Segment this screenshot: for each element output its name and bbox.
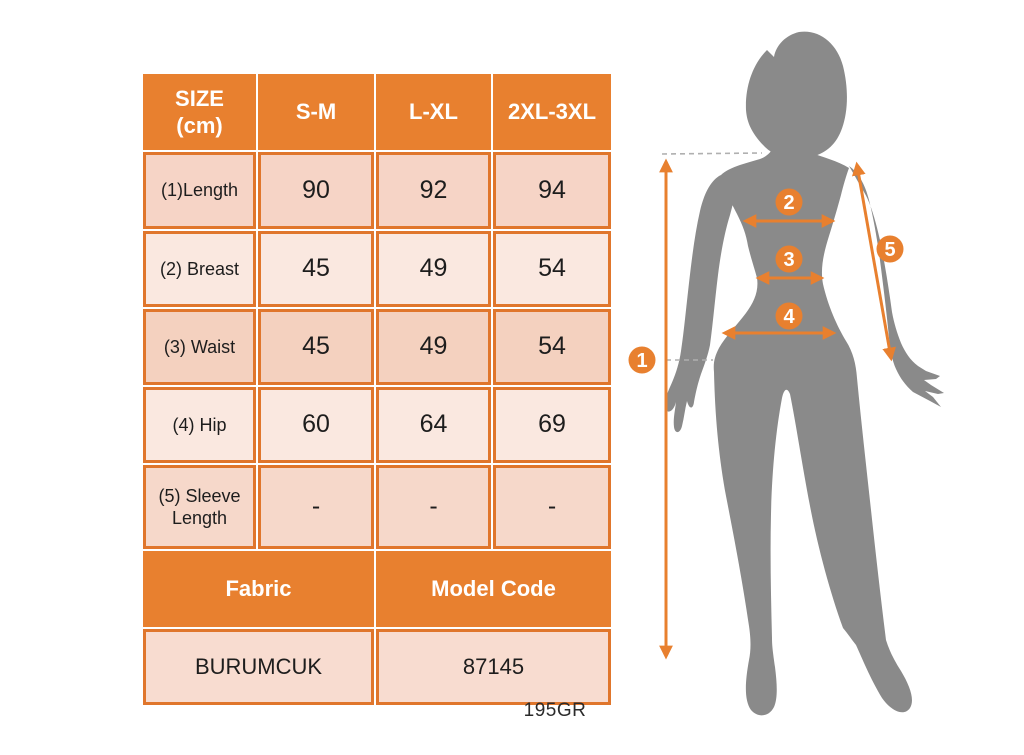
length-top-dashed-line [661, 152, 763, 155]
column-header-sm: S-M [258, 74, 374, 150]
column-header-2xl3xl: 2XL-3XL [493, 74, 611, 150]
weight-note: 195GR [523, 700, 587, 721]
row-label-waist: (3) Waist [143, 309, 256, 385]
marker-1-length: 1 [628, 346, 656, 374]
row-label-hip: (4) Hip [143, 387, 256, 463]
marker-4-number: 4 [783, 306, 795, 328]
row-label-length: (1)Length [143, 152, 256, 229]
marker-1-number: 1 [636, 350, 647, 372]
marker-2-circle [775, 188, 803, 216]
cell-hip-lxl: 64 [376, 387, 491, 463]
marker-3-number: 3 [783, 249, 794, 271]
silhouette-head [745, 31, 847, 159]
fabric-header-cell: Fabric [143, 551, 374, 627]
cell-hip-2xl3xl: 69 [493, 387, 611, 463]
cell-waist-2xl3xl: 54 [493, 309, 611, 385]
cell-sleeve-sm: - [258, 465, 374, 549]
size-table: SIZE (cm) S-M L-XL 2XL-3XL (1)Length 90 … [141, 72, 613, 707]
cell-breast-2xl3xl: 54 [493, 231, 611, 307]
marker-2-number: 2 [783, 192, 794, 214]
table-row-waist: (3) Waist 45 49 54 [143, 309, 611, 385]
table-row-hip: (4) Hip 60 64 69 [143, 387, 611, 463]
cell-breast-lxl: 49 [376, 231, 491, 307]
table-header-row: SIZE (cm) S-M L-XL 2XL-3XL [143, 74, 611, 150]
sleeve-arrow [852, 161, 896, 362]
silhouette-left-arm [664, 174, 735, 433]
size-header-line1: SIZE [175, 85, 224, 111]
marker-5-sleeve: 5 [876, 235, 904, 263]
cell-length-sm: 90 [258, 152, 374, 229]
table-meta-header-row: Fabric Model Code [143, 551, 611, 627]
marker-5-number: 5 [884, 239, 895, 261]
column-header-lxl: L-XL [376, 74, 491, 150]
fabric-value-cell: BURUMCUK [143, 629, 374, 705]
size-header-line2: (cm) [176, 113, 223, 138]
cell-waist-lxl: 49 [376, 309, 491, 385]
marker-2-breast: 2 [775, 188, 803, 216]
marker-5-circle [876, 235, 904, 263]
model-code-value-cell: 87145 [376, 629, 611, 705]
row-label-breast: (2) Breast [143, 231, 256, 307]
cell-length-lxl: 92 [376, 152, 491, 229]
cell-hip-sm: 60 [258, 387, 374, 463]
marker-4-hip: 4 [775, 302, 803, 330]
table-row-sleeve-length: (5) Sleeve Length - - - [143, 465, 611, 549]
body-silhouette [664, 31, 944, 716]
cell-sleeve-lxl: - [376, 465, 491, 549]
marker-3-circle [775, 245, 803, 273]
silhouette-right-arm [849, 166, 944, 407]
cell-length-2xl3xl: 94 [493, 152, 611, 229]
table-row-length: (1)Length 90 92 94 [143, 152, 611, 229]
table-meta-values-row: BURUMCUK 87145 [143, 629, 611, 705]
marker-4-circle [775, 302, 803, 330]
cell-sleeve-2xl3xl: - [493, 465, 611, 549]
table-row-breast: (2) Breast 45 49 54 [143, 231, 611, 307]
marker-1-circle [628, 346, 656, 374]
model-code-header-cell: Model Code [376, 551, 611, 627]
marker-3-waist: 3 [775, 245, 803, 273]
row-label-sleeve-length: (5) Sleeve Length [143, 465, 256, 549]
cell-waist-sm: 45 [258, 309, 374, 385]
size-unit-header-cell: SIZE (cm) [143, 74, 256, 150]
cell-breast-sm: 45 [258, 231, 374, 307]
